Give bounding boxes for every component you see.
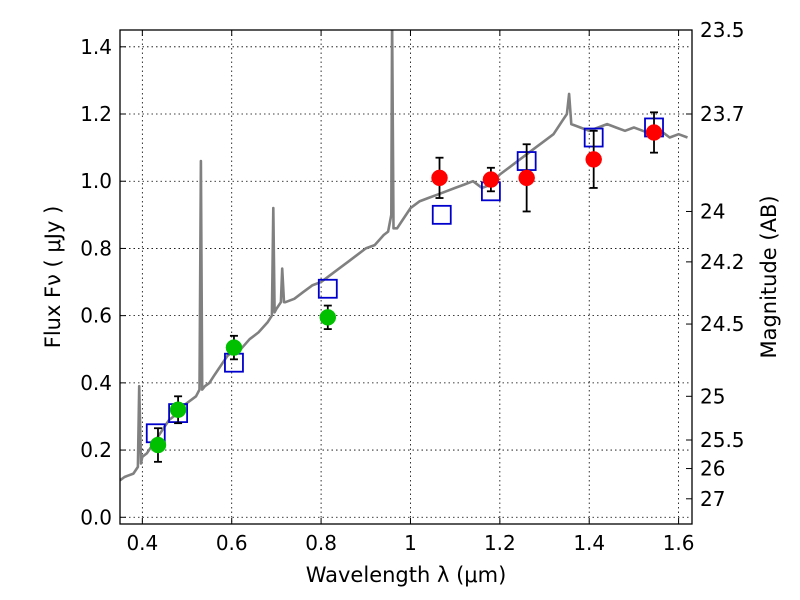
y-tick-label: 0.4 — [80, 371, 112, 395]
observed-point-nir — [431, 169, 448, 187]
x-tick-label: 1.4 — [573, 531, 605, 555]
right-tick-label: 23.5 — [700, 18, 745, 42]
x-tick-label: 1.6 — [663, 531, 695, 555]
axis-ticks: 0.4 0.6 0.8 1 1.2 1.4 1.6 0.0 0.2 0.4 0.6 0.8 1.0 1.2… — [80, 18, 744, 555]
x-tick-label: 0.8 — [305, 531, 337, 555]
observed-point-optical — [319, 309, 337, 326]
right-tick-label: 24.5 — [700, 312, 745, 336]
y-tick-label: 1.2 — [80, 102, 112, 126]
y-tick-label: 1.0 — [80, 169, 112, 193]
right-tick-label: 25.5 — [700, 428, 745, 452]
right-tick-label: 24.2 — [700, 250, 745, 274]
right-tick-label: 25 — [700, 384, 725, 408]
grid — [120, 30, 692, 524]
y-tick-label: 0.8 — [80, 236, 112, 260]
observed-point-nir — [482, 171, 500, 188]
right-tick-label: 27 — [700, 487, 725, 511]
model-photometry-box — [317, 278, 338, 299]
plot-area — [120, 30, 688, 482]
right-axis-label: Magnitude (AB) — [757, 195, 781, 358]
x-tick-label: 1.2 — [484, 531, 516, 555]
observed-point-nir — [518, 169, 535, 187]
observed-point-optical — [225, 339, 243, 356]
observed-point-nir — [585, 151, 602, 168]
observed-point-optical — [149, 436, 167, 454]
clipped-series — [120, 30, 688, 482]
right-tick-label: 24 — [700, 199, 725, 223]
model-photometry-box — [431, 204, 452, 225]
x-tick-label: 0.4 — [126, 531, 158, 555]
x-tick-label: 1 — [404, 531, 417, 555]
observed-point-optical — [169, 401, 187, 418]
y-tick-label: 0.0 — [80, 505, 112, 529]
x-axis-label: Wavelength λ (μm) — [306, 563, 507, 587]
right-tick-label: 26 — [700, 457, 725, 481]
observed-point-nir — [645, 124, 663, 141]
y-axis-label: Flux Fν ( μJy ) — [41, 206, 65, 349]
y-tick-label: 0.6 — [80, 304, 112, 328]
right-tick-label: 23.7 — [700, 102, 745, 126]
y-tick-label: 0.2 — [80, 438, 112, 462]
plot-frame — [119, 29, 693, 525]
x-tick-label: 0.6 — [216, 531, 248, 555]
y-tick-label: 1.4 — [80, 35, 112, 59]
